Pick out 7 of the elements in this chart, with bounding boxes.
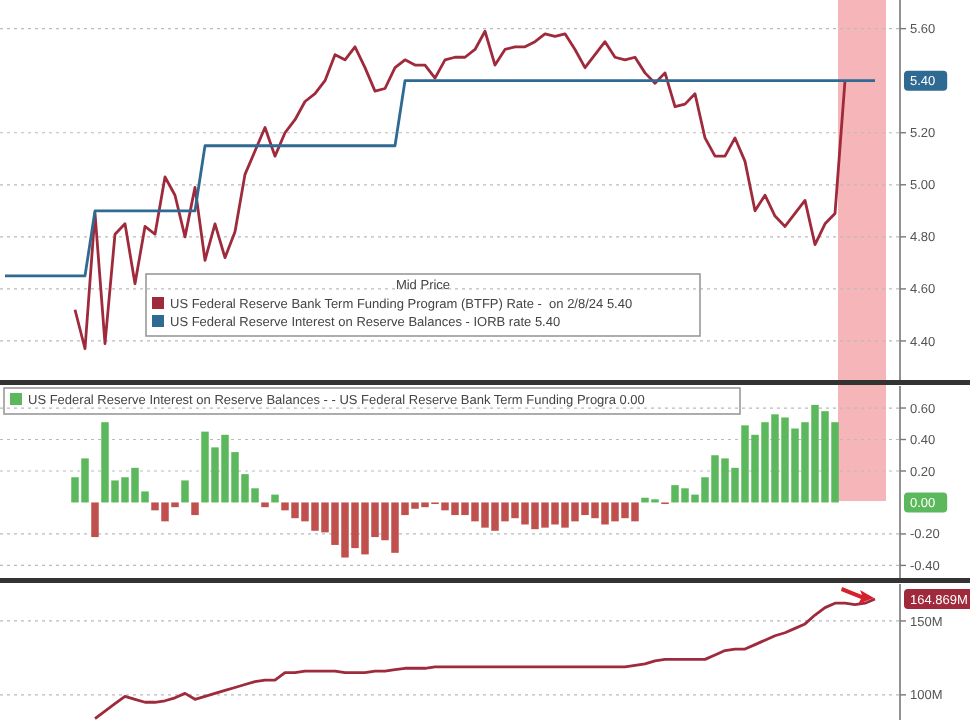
bar xyxy=(271,494,279,503)
bar xyxy=(261,502,269,508)
line-series xyxy=(73,29,847,351)
bar xyxy=(191,502,199,516)
bar xyxy=(91,502,99,538)
bar xyxy=(181,480,189,503)
line-series xyxy=(3,79,877,278)
